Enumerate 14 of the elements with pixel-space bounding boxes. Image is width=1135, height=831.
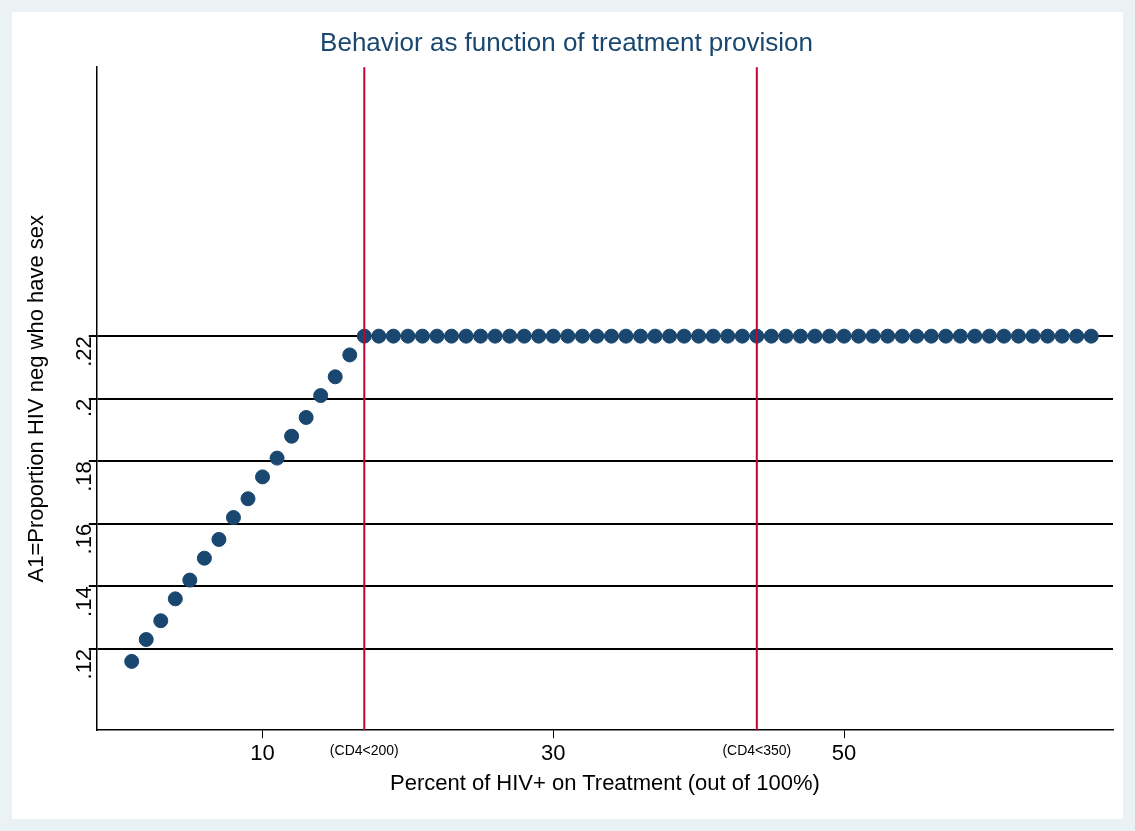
- x-tick-label: 50: [831, 740, 857, 766]
- y-tick-label: .14: [70, 586, 96, 617]
- ref-line-label: (CD4<200): [329, 742, 399, 759]
- y-tick-label: .2: [70, 398, 96, 418]
- y-tick-label: .12: [70, 648, 96, 680]
- ref-line-label: (CD4<350): [722, 742, 792, 759]
- x-tick-label: 30: [541, 740, 566, 766]
- chart-title: Behavior as function of treatment provision: [320, 26, 813, 57]
- y-tick-label: .22: [70, 336, 96, 367]
- y-axis-title: A1=Proportion HIV neg who have sex: [23, 214, 49, 583]
- x-axis-title: Percent of HIV+ on Treatment (out of 100%): [389, 769, 820, 795]
- y-tick-label: .18: [70, 461, 96, 492]
- x-tick-label: 10: [250, 740, 275, 766]
- y-tick-label: .16: [70, 523, 96, 555]
